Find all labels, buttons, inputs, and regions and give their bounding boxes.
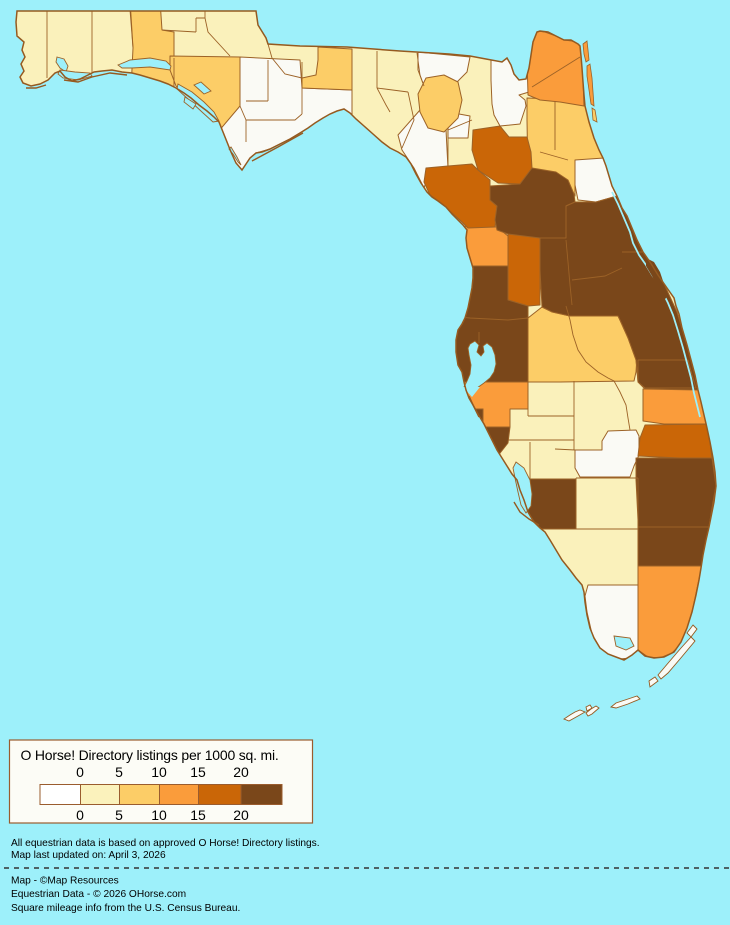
- svg-text:0: 0: [76, 764, 84, 780]
- svg-text:5: 5: [115, 764, 123, 780]
- svg-text:10: 10: [151, 807, 167, 823]
- svg-text:20: 20: [233, 807, 249, 823]
- svg-text:Square mileage info from the U: Square mileage info from the U.S. Census…: [11, 903, 240, 914]
- svg-text:Equestrian Data - © 2026 OHors: Equestrian Data - © 2026 OHorse.com: [11, 889, 186, 900]
- svg-text:20: 20: [233, 764, 249, 780]
- svg-text:15: 15: [190, 807, 206, 823]
- svg-text:O Horse! Directory listings pe: O Horse! Directory listings per 1000 sq.…: [21, 747, 279, 763]
- svg-text:0: 0: [76, 807, 84, 823]
- svg-text:5: 5: [115, 807, 123, 823]
- svg-text:Map - ©Map Resources: Map - ©Map Resources: [11, 876, 119, 887]
- svg-text:10: 10: [151, 764, 167, 780]
- svg-text:15: 15: [190, 764, 206, 780]
- svg-text:Map last updated on: April 3,: Map last updated on: April 3, 2026: [11, 850, 166, 861]
- svg-text:All equestrian data is based o: All equestrian data is based on approved…: [11, 838, 320, 849]
